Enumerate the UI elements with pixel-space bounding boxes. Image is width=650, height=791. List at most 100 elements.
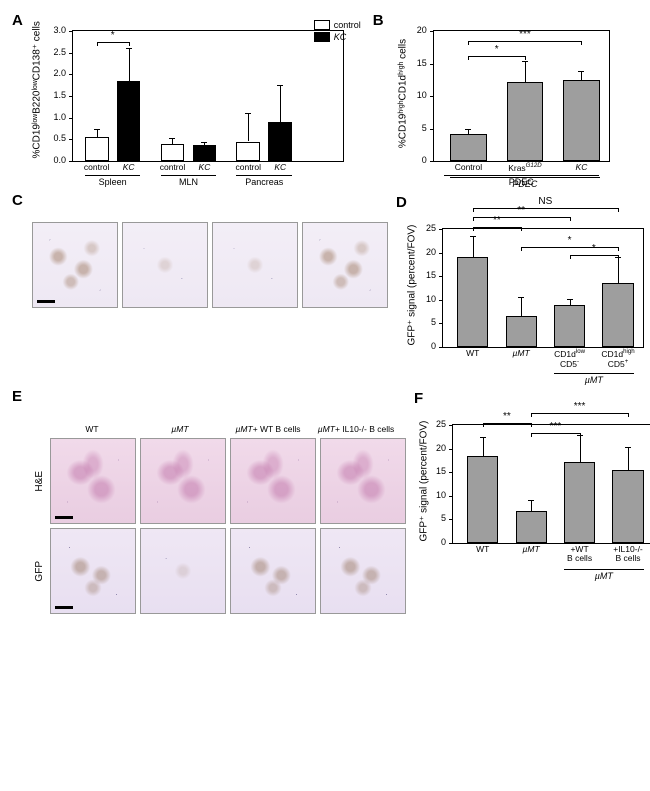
ytick-label: 10	[407, 90, 427, 100]
xtick-label: Control	[455, 163, 482, 172]
significance-label: *	[495, 44, 499, 55]
ytick-label: 20	[416, 247, 436, 257]
significance-label: *	[592, 243, 596, 254]
panel-E: E WTµMTµMT+ WT B cellsµMT+ IL10-/- B cel…	[14, 390, 406, 614]
bar	[507, 82, 543, 161]
row-label: H&E	[34, 471, 45, 492]
micrograph	[320, 528, 406, 614]
chart: controlKCcontrolKCcontrolKCSpleenMLNPanc…	[72, 30, 344, 162]
significance-label: ***	[574, 401, 586, 412]
column-label: µMT+ IL10-/- B cells	[314, 412, 398, 434]
group-label: Pancreas	[245, 177, 283, 187]
ytick-label: 5	[426, 513, 446, 523]
xtick-label: KC	[123, 163, 135, 172]
bar	[563, 80, 599, 161]
ytick-label: 10	[416, 294, 436, 304]
significance-label: ***	[550, 421, 562, 432]
bar	[85, 137, 109, 161]
ytick-label: 0.5	[46, 133, 66, 143]
ytick-label: 1.5	[46, 90, 66, 100]
significance-label: *	[111, 30, 115, 41]
micrograph: µMT	[122, 222, 208, 308]
legend-item: control	[334, 20, 361, 30]
chart: ControlKrasG12DKCPDEC****PDEC	[433, 30, 610, 162]
ytick-label: 0	[426, 537, 446, 547]
xtick-label: +IL10-/-B cells	[613, 545, 643, 564]
ytick-label: 2.0	[46, 68, 66, 78]
ytick-label: 5	[416, 317, 436, 327]
group-label: MLN	[179, 177, 198, 187]
bar	[564, 462, 595, 543]
micrograph	[50, 438, 136, 524]
xtick-label: control	[84, 163, 110, 172]
xtick-label: CD1dhighCD5+	[601, 349, 634, 369]
scale-bar	[55, 516, 73, 519]
micrograph: WT	[32, 222, 118, 308]
panel-C: C WTµMTµMT +CD1dlowCD5-µMT +CD1dhighCD5+	[14, 194, 388, 348]
ytick-label: 1.0	[46, 112, 66, 122]
figure: A %CD19ˡᵒʷB220ˡᵒʷCD138⁺ cells controlKCc…	[14, 14, 636, 614]
ytick-label: 5	[407, 123, 427, 133]
xtick-label: KC	[274, 163, 286, 172]
scale-bar	[37, 300, 55, 303]
group-label: µMT	[585, 375, 603, 385]
ytick-label: 10	[426, 490, 446, 500]
bar	[602, 283, 633, 347]
row-label: GFP	[34, 561, 45, 582]
micrograph	[230, 438, 316, 524]
column-label: WT	[50, 412, 134, 434]
bar	[457, 257, 488, 347]
micrograph	[320, 438, 406, 524]
micrograph	[50, 528, 136, 614]
ytick-label: 25	[426, 419, 446, 429]
bar	[467, 456, 498, 543]
ytick-label: 15	[426, 466, 446, 476]
ytick-label: 0	[416, 341, 436, 351]
bar	[612, 470, 643, 543]
bar	[516, 511, 547, 543]
bar	[161, 144, 185, 161]
xtick-label: control	[235, 163, 261, 172]
ytick-label: 15	[407, 58, 427, 68]
ytick-label: 25	[416, 223, 436, 233]
xtick-label: µMT	[523, 545, 540, 554]
bar	[506, 316, 537, 347]
significance-label: **	[503, 411, 511, 422]
panel-B: B %CD19ʰⁱᵍʰCD1dʰⁱᵍʰ cells ControlKrasG12…	[375, 14, 636, 162]
xtick-label: KC	[576, 163, 588, 172]
panel-label: C	[12, 192, 23, 209]
xtick-label: WT	[476, 545, 489, 554]
panel-label: B	[373, 12, 384, 29]
group-label: Spleen	[99, 177, 127, 187]
ytick-label: 15	[416, 270, 436, 280]
xtick-label: CD1dlowCD5-	[554, 349, 585, 369]
significance-label: NS	[538, 196, 552, 207]
y-axis-label: GFP⁺ signal (percent/FOV)	[419, 422, 430, 542]
column-label: µMT+ WT B cells	[226, 412, 310, 434]
panel-F: F GFP⁺ signal (percent/FOV) WTµMT+WTB ce…	[418, 390, 648, 614]
micrograph	[140, 528, 226, 614]
bar	[193, 145, 217, 161]
chart: WTµMTCD1dlowCD5-CD1dhighCD5+µMT****NS**	[442, 228, 644, 348]
panel-label: A	[12, 12, 23, 29]
column-label: µMT	[138, 412, 222, 434]
xtick-label: µMT	[513, 349, 530, 358]
xtick-label: KrasG12D	[508, 163, 541, 173]
scale-bar	[55, 606, 73, 609]
xtick-label: +WTB cells	[567, 545, 592, 564]
legend: control KC	[314, 20, 361, 42]
micrograph	[140, 438, 226, 524]
group-label: PDEC	[509, 177, 534, 187]
bar	[117, 81, 141, 161]
chart: WTµMT+WTB cells+IL10-/-B cellsµMT*******…	[452, 424, 650, 544]
bar	[554, 305, 585, 347]
panel-D: D GFP⁺ signal (percent/FOV) WTµMTCD1dlow…	[400, 194, 644, 348]
panel-label: E	[12, 388, 22, 405]
micrograph: µMT +CD1dhighCD5+	[302, 222, 388, 308]
significance-label: ***	[519, 29, 531, 40]
panel-label: F	[414, 390, 423, 407]
panel-A: A %CD19ˡᵒʷB220ˡᵒʷCD138⁺ cells controlKCc…	[14, 14, 363, 162]
bar	[450, 134, 486, 161]
bar	[268, 122, 292, 161]
panel-label: D	[396, 194, 407, 211]
